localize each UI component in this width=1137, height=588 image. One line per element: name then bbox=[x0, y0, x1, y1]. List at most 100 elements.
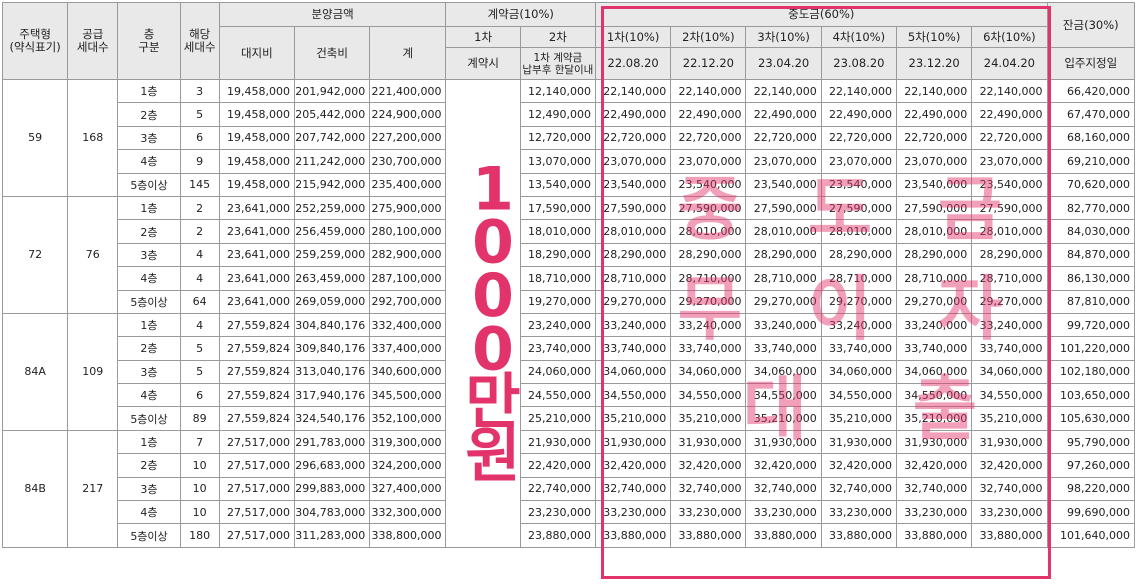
interim-payment-cell: 29,270,000 bbox=[971, 289, 1048, 314]
table-header: 주택형 (약식표기) 공급 세대수 층 구분 해당 세대수 분양금액 계약금(1… bbox=[1, 2, 1136, 80]
land-cost-cell: 19,458,000 bbox=[218, 78, 295, 104]
building-cost-cell: 317,940,176 bbox=[293, 383, 371, 408]
total-price-cell: 282,900,000 bbox=[369, 242, 447, 268]
interim-payment-cell: 33,880,000 bbox=[820, 523, 897, 548]
land-cost-cell: 19,458,000 bbox=[218, 149, 295, 174]
households-cell: 145 bbox=[179, 172, 220, 197]
interim-payment-cell: 28,010,000 bbox=[820, 219, 897, 244]
households-cell: 10 bbox=[179, 453, 220, 478]
interim-payment-cell: 31,930,000 bbox=[971, 429, 1048, 455]
households-cell: 5 bbox=[179, 359, 220, 385]
supply-households-cell: 217 bbox=[67, 429, 119, 548]
header-contract-1: 1차 bbox=[445, 26, 521, 48]
header-interim-date: 23.04.20 bbox=[745, 47, 822, 80]
land-cost-cell: 27,559,824 bbox=[218, 336, 295, 361]
header-building: 건축비 bbox=[293, 26, 371, 80]
interim-payment-cell: 32,420,000 bbox=[670, 453, 747, 478]
interim-payment-cell: 31,930,000 bbox=[594, 429, 672, 455]
floor-cell: 1층 bbox=[117, 312, 181, 338]
floor-cell: 5층이상 bbox=[117, 289, 181, 314]
balance-cell: 84,030,000 bbox=[1046, 219, 1136, 244]
building-cost-cell: 263,459,000 bbox=[293, 266, 371, 291]
interim-payment-cell: 23,070,000 bbox=[895, 149, 973, 174]
building-cost-cell: 205,442,000 bbox=[293, 102, 371, 127]
header-contract-1-time: 계약시 bbox=[445, 47, 521, 80]
header-contract: 계약금(10%) bbox=[445, 2, 596, 27]
floor-cell: 1층 bbox=[117, 78, 181, 104]
balance-cell: 101,220,000 bbox=[1046, 336, 1136, 361]
interim-payment-cell: 33,740,000 bbox=[895, 336, 973, 361]
total-price-cell: 275,900,000 bbox=[369, 195, 447, 221]
balance-cell: 82,770,000 bbox=[1046, 195, 1136, 221]
land-cost-cell: 27,517,000 bbox=[218, 500, 295, 525]
table-row: 84A 109 1층 4 27,559,824 304,840,176 332,400,00… bbox=[1, 312, 1136, 431]
table-row: 5층이상 145 19,458,000 215,942,000 235,400,000 1… bbox=[3, 172, 1136, 197]
balance-cell: 86,130,000 bbox=[1046, 266, 1136, 291]
header-total: 계 bbox=[369, 26, 447, 80]
interim-payment-cell: 34,550,000 bbox=[820, 383, 897, 408]
interim-payment-cell: 34,550,000 bbox=[670, 383, 747, 408]
header-sale-price: 분양금액 bbox=[218, 2, 447, 27]
total-price-cell: 352,100,000 bbox=[369, 406, 447, 431]
interim-payment-cell: 27,590,000 bbox=[594, 195, 672, 221]
balance-cell: 97,260,000 bbox=[1046, 453, 1136, 478]
total-price-cell: 235,400,000 bbox=[369, 172, 447, 197]
floor-cell: 4층 bbox=[117, 149, 181, 174]
interim-payment-cell: 22,140,000 bbox=[895, 78, 973, 104]
balance-cell: 68,160,000 bbox=[1046, 125, 1136, 151]
contract-2-cell: 18,710,000 bbox=[519, 266, 596, 291]
supply-households-cell: 109 bbox=[67, 312, 119, 431]
interim-payment-cell: 22,720,000 bbox=[820, 125, 897, 151]
interim-payment-cell: 28,290,000 bbox=[745, 242, 822, 268]
interim-payment-cell: 33,880,000 bbox=[971, 523, 1048, 548]
land-cost-cell: 27,559,824 bbox=[218, 406, 295, 431]
interim-payment-cell: 32,740,000 bbox=[594, 476, 672, 502]
land-cost-cell: 27,559,824 bbox=[218, 383, 295, 408]
interim-payment-cell: 35,210,000 bbox=[594, 406, 672, 431]
contract-2-cell: 21,930,000 bbox=[519, 429, 596, 455]
unit-type-cell: 84B bbox=[1, 429, 69, 548]
header-interim-round: 4차(10%) bbox=[820, 26, 897, 48]
header-supply-households: 공급 세대수 bbox=[67, 2, 119, 80]
floor-cell: 2층 bbox=[117, 336, 181, 361]
households-cell: 6 bbox=[179, 125, 220, 151]
total-price-cell: 324,200,000 bbox=[369, 453, 447, 478]
total-price-cell: 332,300,000 bbox=[369, 500, 447, 525]
building-cost-cell: 324,540,176 bbox=[293, 406, 371, 431]
header-contract-2: 2차 bbox=[519, 26, 596, 48]
interim-payment-cell: 35,210,000 bbox=[745, 406, 822, 431]
interim-payment-cell: 27,590,000 bbox=[745, 195, 822, 221]
table-row: 5층이상 89 27,559,824 324,540,176 352,100,000 25… bbox=[3, 406, 1136, 431]
interim-payment-cell: 34,060,000 bbox=[895, 359, 973, 385]
floor-cell: 4층 bbox=[117, 500, 181, 525]
land-cost-cell: 19,458,000 bbox=[218, 102, 295, 127]
interim-payment-cell: 35,210,000 bbox=[670, 406, 747, 431]
total-price-cell: 287,100,000 bbox=[369, 266, 447, 291]
table-row: 84B 217 1층 7 27,517,000 291,783,000 319,300,00… bbox=[1, 429, 1136, 548]
total-price-cell: 319,300,000 bbox=[369, 429, 447, 455]
interim-payment-cell: 33,880,000 bbox=[670, 523, 747, 548]
header-interim-round: 1차(10%) bbox=[594, 26, 672, 48]
total-price-cell: 337,400,000 bbox=[369, 336, 447, 361]
table-row: 4층 10 27,517,000 304,783,000 332,300,000 23,2… bbox=[3, 500, 1136, 525]
building-cost-cell: 252,259,000 bbox=[293, 195, 371, 221]
households-cell: 89 bbox=[179, 406, 220, 431]
interim-payment-cell: 32,420,000 bbox=[895, 453, 973, 478]
total-price-cell: 221,400,000 bbox=[369, 78, 447, 104]
table-row: 3층 4 23,641,000 259,259,000 282,900,000 18,29… bbox=[3, 242, 1136, 268]
contract-2-cell: 23,240,000 bbox=[519, 312, 596, 338]
interim-payment-cell: 33,740,000 bbox=[820, 336, 897, 361]
building-cost-cell: 259,259,000 bbox=[293, 242, 371, 268]
interim-payment-cell: 23,070,000 bbox=[820, 149, 897, 174]
building-cost-cell: 304,783,000 bbox=[293, 500, 371, 525]
floor-cell: 5층이상 bbox=[117, 172, 181, 197]
interim-payment-cell: 28,290,000 bbox=[594, 242, 672, 268]
interim-payment-cell: 23,540,000 bbox=[670, 172, 747, 197]
interim-payment-cell: 33,240,000 bbox=[594, 312, 672, 338]
balance-cell: 84,870,000 bbox=[1046, 242, 1136, 268]
interim-payment-cell: 28,010,000 bbox=[971, 219, 1048, 244]
households-cell: 4 bbox=[179, 312, 220, 338]
interim-payment-cell: 23,070,000 bbox=[745, 149, 822, 174]
total-price-cell: 280,100,000 bbox=[369, 219, 447, 244]
floor-cell: 4층 bbox=[117, 266, 181, 291]
